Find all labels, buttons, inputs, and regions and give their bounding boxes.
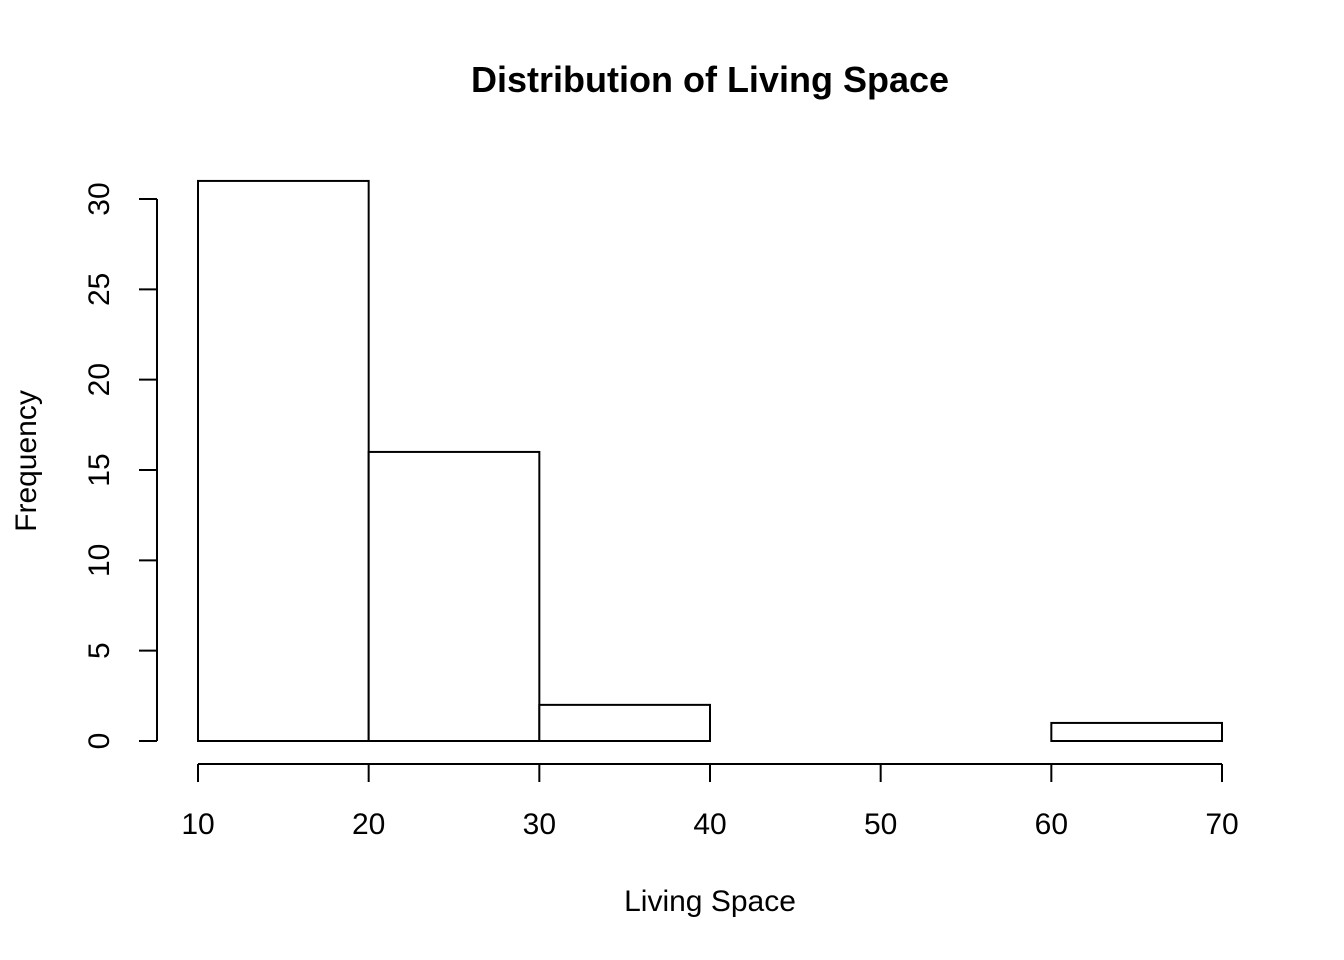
y-tick-label-30: 30 <box>83 182 116 215</box>
x-tick-label-50: 50 <box>864 808 897 841</box>
histogram-bar-10-20 <box>197 179 370 742</box>
x-tick-label-70: 70 <box>1205 808 1238 841</box>
y-tick-label-15: 15 <box>83 453 116 486</box>
x-tick-label-30: 30 <box>523 808 556 841</box>
y-tick-label-0: 0 <box>83 733 116 750</box>
y-tick-label-10: 10 <box>83 544 116 577</box>
bars-group <box>197 179 1224 743</box>
histogram-bar-20-30 <box>367 450 541 742</box>
x-tick-label-10: 10 <box>181 808 214 841</box>
x-tick-label-20: 20 <box>352 808 385 841</box>
y-tick-label-25: 25 <box>83 273 116 306</box>
x-axis: 10 20 30 40 50 60 70 <box>181 763 1239 841</box>
y-tick-label-5: 5 <box>83 642 116 659</box>
y-axis-title: Frequency <box>10 390 43 532</box>
y-tick-label-20: 20 <box>83 363 116 396</box>
histogram-bar-30-40 <box>538 703 711 742</box>
histogram-bar-60-70 <box>1050 721 1224 743</box>
x-tick-label-40: 40 <box>693 808 726 841</box>
y-axis: 0 5 10 15 20 25 30 <box>83 182 158 750</box>
x-axis-title: Living Space <box>624 885 796 918</box>
x-tick-label-60: 60 <box>1035 808 1068 841</box>
chart-title: Distribution of Living Space <box>471 59 949 100</box>
